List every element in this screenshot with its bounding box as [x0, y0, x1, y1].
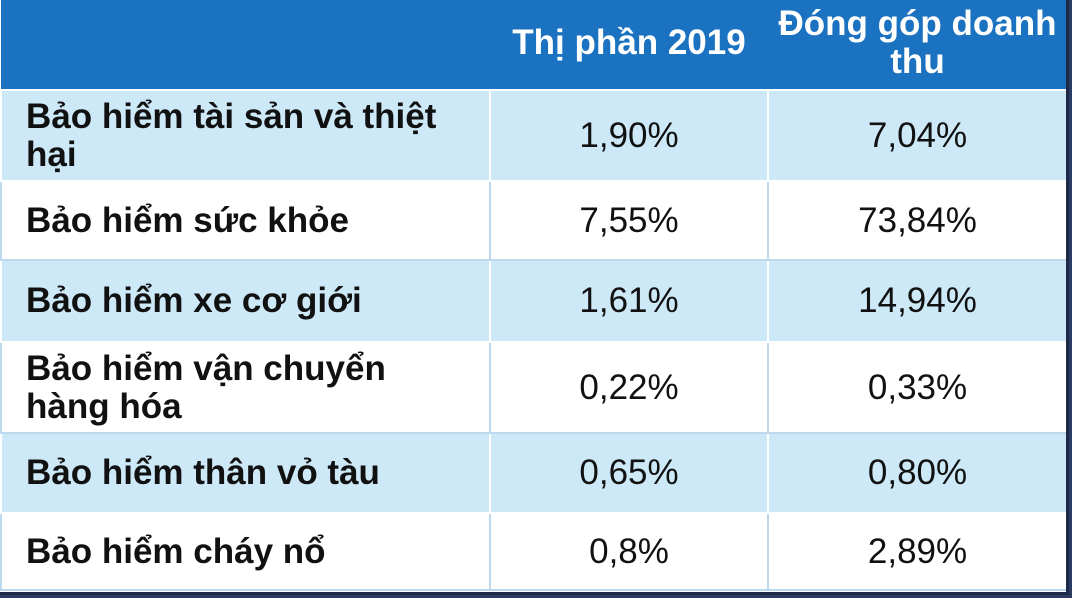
row-label: Bảo hiểm xe cơ giới	[0, 259, 491, 343]
table-row: Bảo hiểm thân vỏ tàu 0,65% 0,80%	[0, 432, 1066, 514]
header-revenue-contribution: Đóng góp doanh thu	[768, 0, 1066, 90]
revenue-contribution-cell: 7,04%	[767, 89, 1066, 182]
revenue-contribution-cell: 14,94%	[767, 259, 1066, 343]
table-row: Bảo hiểm vận chuyển hàng hóa 0,22% 0,33%	[0, 341, 1066, 434]
market-share-cell: 1,90%	[489, 89, 769, 182]
header-blank-cell	[1, 0, 490, 90]
header-row: Thị phần 2019 Đóng góp doanh thu	[1, 0, 1066, 90]
market-share-cell: 1,61%	[489, 259, 769, 343]
revenue-contribution-cell: 0,33%	[767, 341, 1066, 434]
table-row: Bảo hiểm sức khỏe 7,55% 73,84%	[0, 180, 1066, 261]
table-row: Bảo hiểm tài sản và thiệt hại 1,90% 7,04…	[0, 89, 1066, 182]
row-label: Bảo hiểm cháy nổ	[0, 512, 491, 591]
market-share-cell: 0,65%	[489, 432, 769, 514]
header-market-share: Thị phần 2019	[490, 0, 768, 90]
row-label: Bảo hiểm thân vỏ tàu	[0, 432, 491, 514]
row-label: Bảo hiểm tài sản và thiệt hại	[0, 89, 491, 182]
market-share-cell: 0,8%	[489, 512, 769, 591]
table-row: Bảo hiểm xe cơ giới 1,61% 14,94%	[0, 259, 1066, 343]
revenue-contribution-cell: 2,89%	[767, 512, 1066, 591]
market-share-cell: 7,55%	[489, 180, 769, 261]
revenue-contribution-cell: 0,80%	[767, 432, 1066, 514]
table-row: Bảo hiểm cháy nổ 0,8% 2,89%	[0, 512, 1066, 591]
revenue-contribution-cell: 73,84%	[767, 180, 1066, 261]
row-label: Bảo hiểm sức khỏe	[0, 180, 491, 261]
row-label: Bảo hiểm vận chuyển hàng hóa	[0, 341, 491, 434]
market-share-cell: 0,22%	[489, 341, 769, 434]
